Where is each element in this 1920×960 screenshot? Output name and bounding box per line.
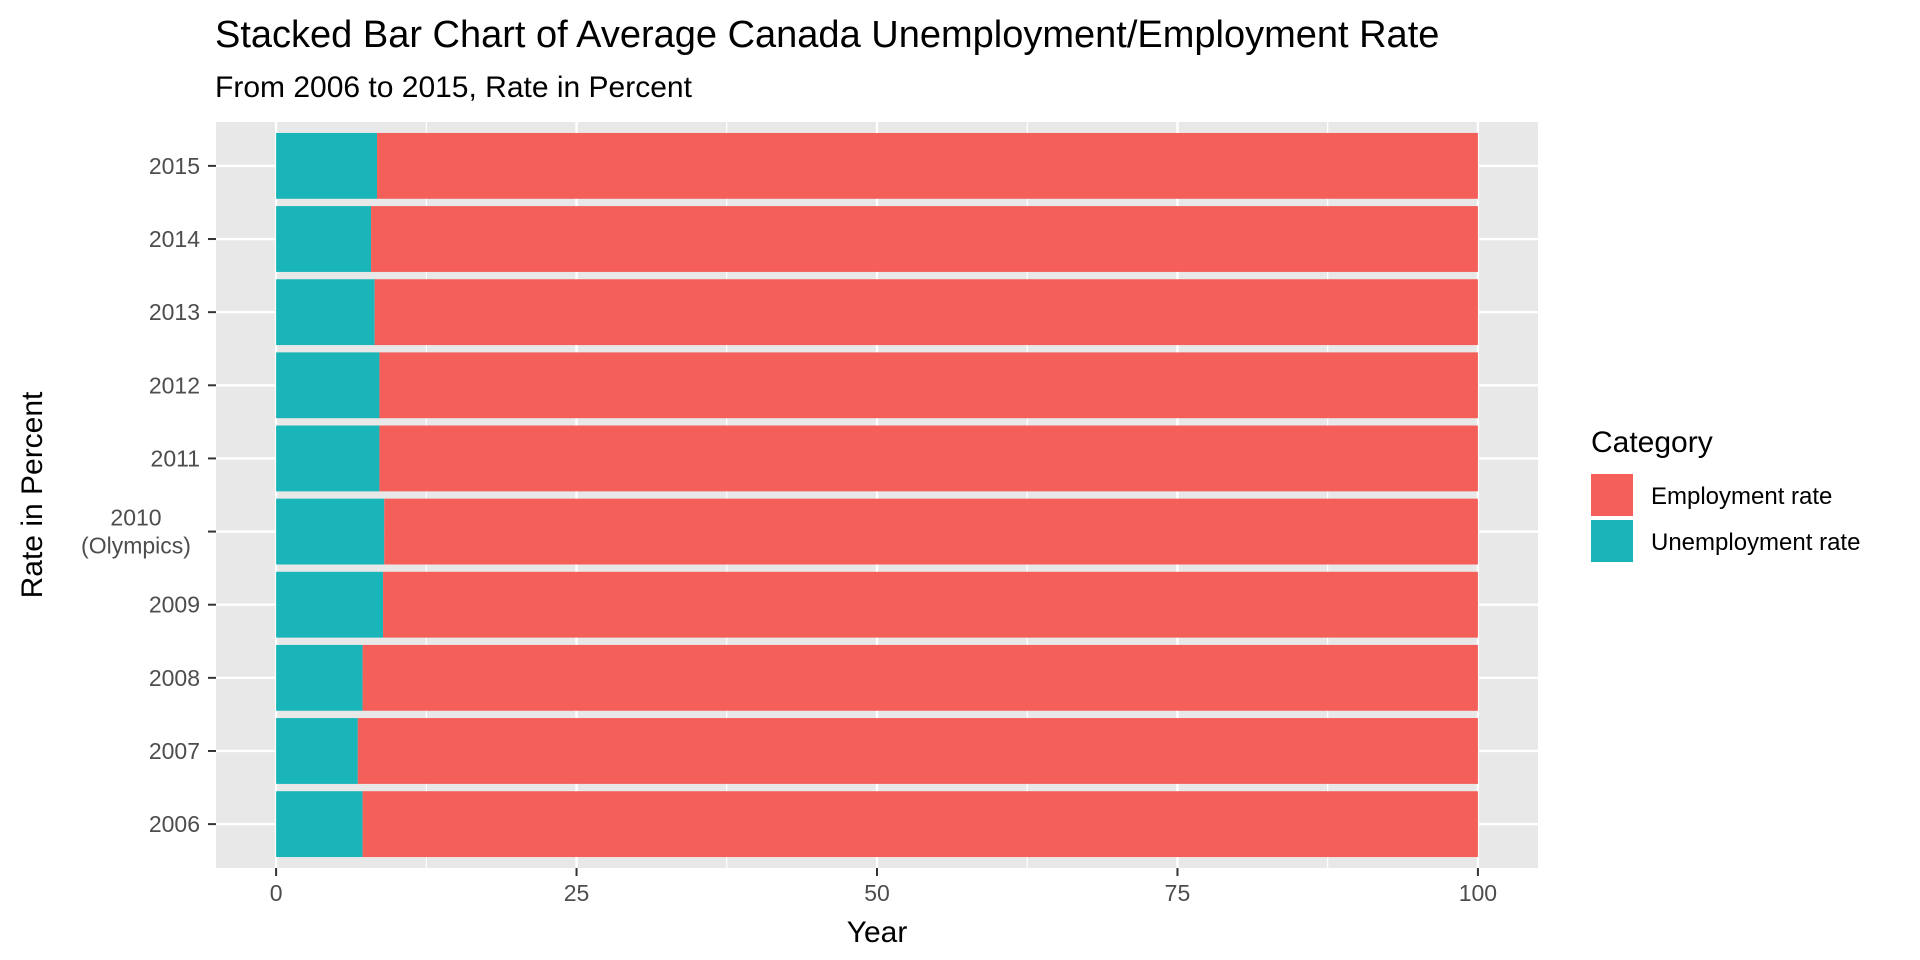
chart-title: Stacked Bar Chart of Average Canada Unem… (215, 14, 1439, 56)
x-tick-label: 50 (864, 880, 890, 906)
bar-segment (276, 425, 380, 492)
x-tick-label: 25 (564, 880, 590, 906)
y-tick-label: 2013 (149, 299, 200, 325)
bar-segment (276, 571, 384, 638)
y-axis-title: Rate in Percent (16, 391, 49, 598)
bar-segment (374, 279, 1478, 346)
x-axis-title: Year (847, 916, 908, 949)
bar-segment (357, 718, 1478, 784)
bar-segment (276, 132, 378, 199)
x-tick-label: 75 (1165, 880, 1191, 906)
bar-segment (362, 791, 1478, 858)
y-tick-label: 2006 (149, 811, 200, 837)
legend-key (1591, 474, 1633, 516)
bar-segment (276, 644, 363, 711)
bar-segment (371, 206, 1478, 272)
y-tick-label: 2009 (149, 592, 200, 618)
bar-segment (276, 206, 372, 272)
bar-segment (276, 791, 363, 858)
bar-segment (276, 498, 385, 565)
y-axis: 2006 2007 2008 2009 2010(Olympics) 2011 2012 20… (81, 153, 216, 837)
legend-label: Unemployment rate (1651, 529, 1860, 556)
bar-segment (379, 352, 1478, 419)
y-tick-label: 2012 (149, 372, 200, 398)
bar-segment (276, 718, 358, 784)
y-tick-label: 2015 (149, 153, 200, 179)
legend-title: Category (1591, 426, 1713, 459)
y-tick-label: 2011 (151, 445, 200, 471)
x-axis: 0 25 50 75 100 (270, 868, 1497, 906)
legend: Category Employment rate Unemployment rat… (1591, 426, 1860, 562)
y-tick-label: (Olympics) (81, 533, 191, 559)
y-tick-label: 2014 (149, 226, 200, 252)
bar-segment (377, 132, 1478, 199)
x-tick-label: 100 (1459, 880, 1497, 906)
bar-segment (362, 644, 1478, 711)
y-tick-label: 2008 (149, 665, 200, 691)
bar-segment (384, 498, 1478, 565)
y-tick-label: 2007 (149, 738, 200, 764)
x-tick-label: 0 (270, 880, 283, 906)
bar-segment (379, 425, 1478, 492)
legend-label: Employment rate (1651, 483, 1832, 510)
legend-key (1591, 520, 1633, 562)
bar-segment (383, 571, 1478, 638)
chart-subtitle: From 2006 to 2015, Rate in Percent (215, 71, 693, 104)
bars (276, 132, 1478, 858)
bar-segment (276, 352, 380, 419)
bar-segment (276, 279, 375, 346)
y-tick-label: 2010 (110, 505, 161, 531)
